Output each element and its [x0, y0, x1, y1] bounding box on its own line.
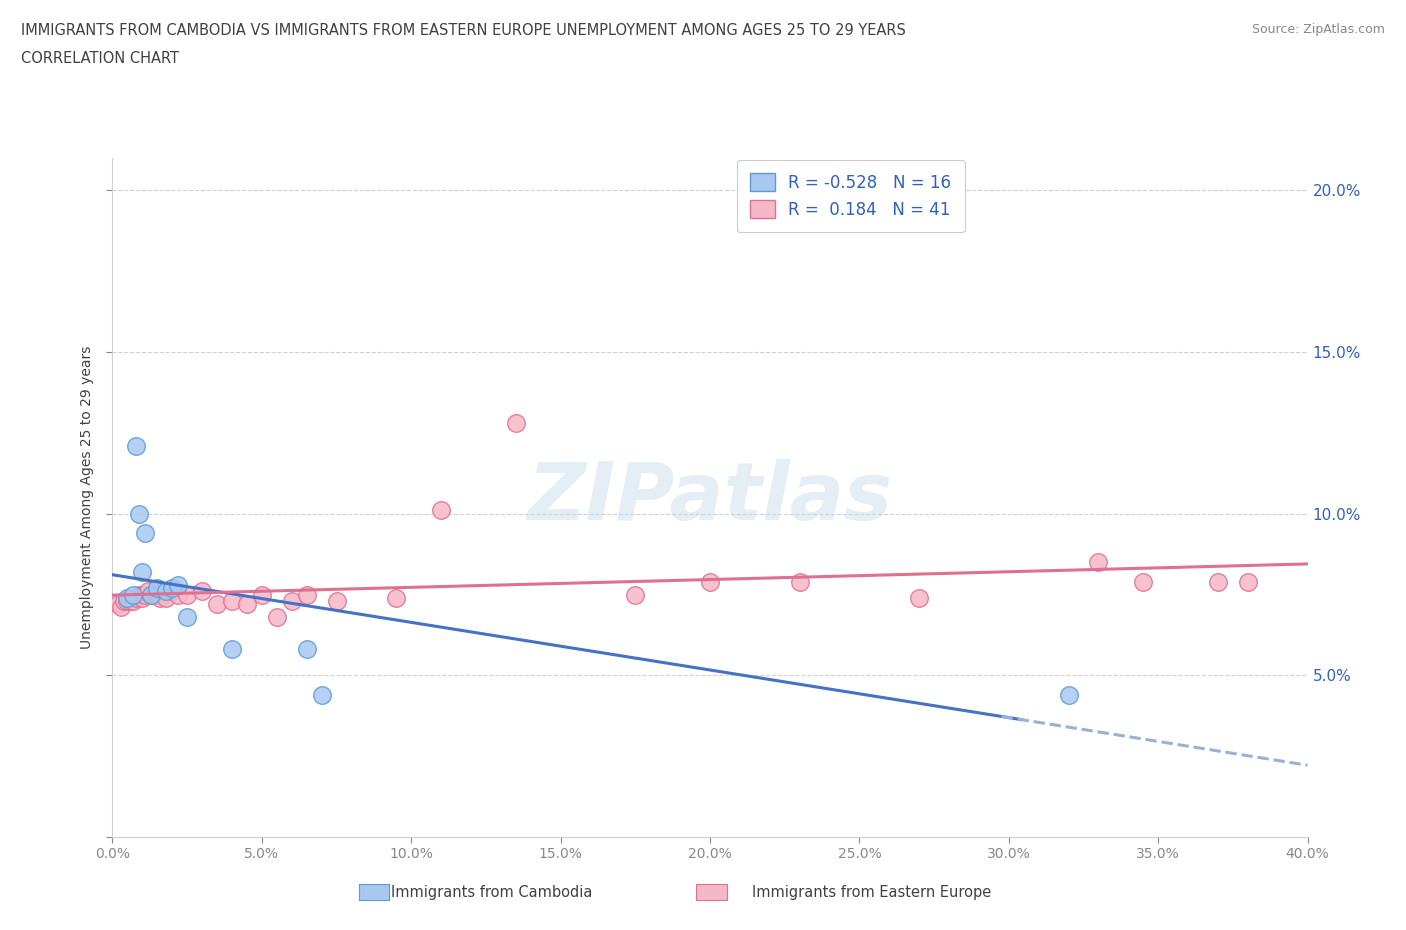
Point [250, 587, 273, 602]
Point [120, 593, 142, 608]
Text: Immigrants from Cambodia: Immigrants from Cambodia [391, 885, 593, 900]
Point [176, 610, 198, 625]
Text: Immigrants from Eastern Europe: Immigrants from Eastern Europe [752, 885, 991, 900]
Text: IMMIGRANTS FROM CAMBODIA VS IMMIGRANTS FROM EASTERN EUROPE UNEMPLOYMENT AMONG AG: IMMIGRANTS FROM CAMBODIA VS IMMIGRANTS F… [21, 23, 905, 38]
Point [1057, 687, 1080, 702]
Point [295, 587, 318, 602]
Point [167, 578, 190, 592]
Point [128, 587, 150, 602]
Point [167, 587, 190, 602]
Point [1237, 574, 1260, 589]
Point [325, 593, 347, 608]
Point [295, 642, 318, 657]
Y-axis label: Unemployment Among Ages 25 to 29 years: Unemployment Among Ages 25 to 29 years [80, 346, 94, 649]
Point [205, 597, 228, 612]
Point [149, 591, 172, 605]
Point [236, 597, 259, 612]
Point [221, 593, 243, 608]
Point [138, 584, 160, 599]
Point [908, 591, 931, 605]
Point [699, 574, 721, 589]
Point [131, 591, 153, 605]
Point [191, 584, 214, 599]
Point [114, 593, 135, 608]
Point [107, 597, 129, 612]
Legend: R = -0.528   N = 16, R =  0.184   N = 41: R = -0.528 N = 16, R = 0.184 N = 41 [737, 160, 965, 232]
Text: Source: ZipAtlas.com: Source: ZipAtlas.com [1251, 23, 1385, 36]
Point [125, 591, 148, 605]
Point [266, 610, 288, 625]
Point [155, 584, 177, 599]
Point [281, 593, 304, 608]
Point [152, 584, 174, 599]
Point [131, 587, 153, 602]
Point [131, 565, 153, 579]
Point [134, 525, 156, 540]
Point [176, 587, 198, 602]
Point [624, 587, 647, 602]
Point [143, 587, 166, 602]
Point [311, 687, 333, 702]
Point [125, 438, 148, 453]
Point [146, 587, 169, 602]
Point [110, 600, 132, 615]
Point [134, 587, 156, 602]
Point [122, 593, 145, 608]
Point [122, 587, 145, 602]
Point [117, 593, 139, 608]
Text: CORRELATION CHART: CORRELATION CHART [21, 51, 179, 66]
Point [117, 591, 139, 605]
Point [128, 506, 150, 521]
Point [146, 580, 169, 595]
Point [162, 584, 183, 599]
Point [141, 587, 163, 602]
Point [1087, 555, 1109, 570]
Point [1132, 574, 1154, 589]
Point [221, 642, 243, 657]
Text: ZIPatlas: ZIPatlas [527, 458, 893, 537]
Point [385, 591, 408, 605]
Point [789, 574, 811, 589]
Point [1206, 574, 1229, 589]
Point [155, 591, 177, 605]
Point [162, 580, 183, 595]
Point [505, 416, 527, 431]
Point [141, 587, 163, 602]
Point [430, 503, 453, 518]
